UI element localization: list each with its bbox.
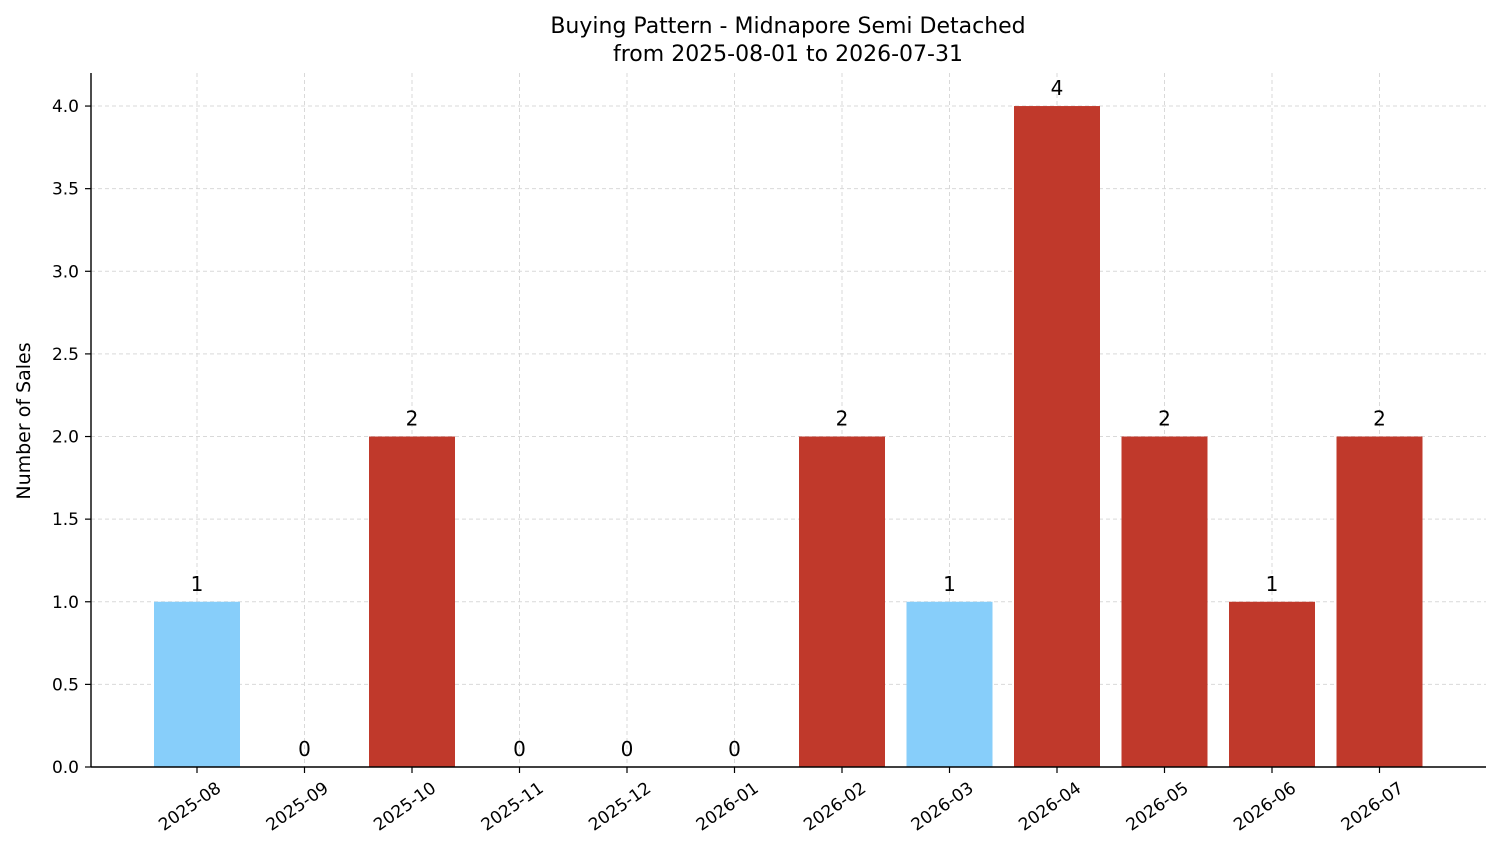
bar-2026-02 xyxy=(799,436,885,767)
bar-2026-07 xyxy=(1336,436,1423,767)
y-tick-label: 1.0 xyxy=(52,593,79,613)
bar-2025-10 xyxy=(369,436,455,767)
bar-2026-04 xyxy=(1014,106,1100,768)
y-tick-label: 2.0 xyxy=(52,428,79,448)
x-tick-label: 2025-12 xyxy=(585,778,655,835)
data-label: 0 xyxy=(513,737,526,761)
x-tick-label: 2026-03 xyxy=(908,778,978,835)
y-tick-label: 0.0 xyxy=(52,758,79,778)
data-label: 1 xyxy=(943,572,956,596)
chart-title: Buying Pattern - Midnapore Semi Detached xyxy=(550,14,1025,39)
x-tick-label: 2026-05 xyxy=(1123,778,1193,835)
data-label: 2 xyxy=(406,407,419,431)
chart-subtitle: from 2025-08-01 to 2026-07-31 xyxy=(613,42,963,67)
x-tick-label: 2025-10 xyxy=(370,778,440,835)
x-axis-ticks: 2025-08 2025-09 2025-10 2025-11 2025-12 2026-… xyxy=(155,767,1407,835)
data-label: 0 xyxy=(298,737,311,761)
data-label: 0 xyxy=(621,737,634,761)
data-label: 1 xyxy=(1266,572,1279,596)
data-label: 0 xyxy=(728,737,741,761)
y-axis-ticks: 0.0 0.5 1.0 1.5 2.0 2.5 3.0 3.5 4.0 xyxy=(52,97,91,778)
bars xyxy=(154,106,1423,768)
x-tick-label: 2026-02 xyxy=(800,778,870,835)
y-tick-label: 2.5 xyxy=(52,345,79,365)
x-tick-label: 2026-06 xyxy=(1230,778,1300,835)
data-label: 2 xyxy=(1158,407,1171,431)
y-axis-label: Number of Sales xyxy=(13,342,35,499)
y-tick-label: 3.5 xyxy=(52,180,79,200)
x-tick-label: 2025-11 xyxy=(478,778,548,835)
bar-2026-03 xyxy=(906,601,993,767)
x-tick-label: 2026-07 xyxy=(1338,778,1408,835)
y-tick-label: 1.5 xyxy=(52,510,79,530)
bar-2025-08 xyxy=(154,601,240,767)
data-label: 2 xyxy=(1373,407,1386,431)
x-tick-label: 2026-01 xyxy=(693,778,763,835)
data-labels: 1 0 2 0 0 0 2 1 4 2 1 2 xyxy=(191,76,1386,761)
x-tick-label: 2026-04 xyxy=(1015,778,1085,835)
bar-2026-06 xyxy=(1229,601,1315,767)
y-tick-label: 0.5 xyxy=(52,675,79,695)
y-tick-label: 3.0 xyxy=(52,262,79,282)
data-label: 1 xyxy=(191,572,204,596)
y-tick-label: 4.0 xyxy=(52,97,79,117)
data-label: 4 xyxy=(1051,76,1064,100)
data-label: 2 xyxy=(836,407,849,431)
grid-lines xyxy=(91,73,1486,768)
bar-2026-05 xyxy=(1121,436,1208,767)
x-tick-label: 2025-09 xyxy=(263,778,333,835)
x-tick-label: 2025-08 xyxy=(155,778,225,835)
